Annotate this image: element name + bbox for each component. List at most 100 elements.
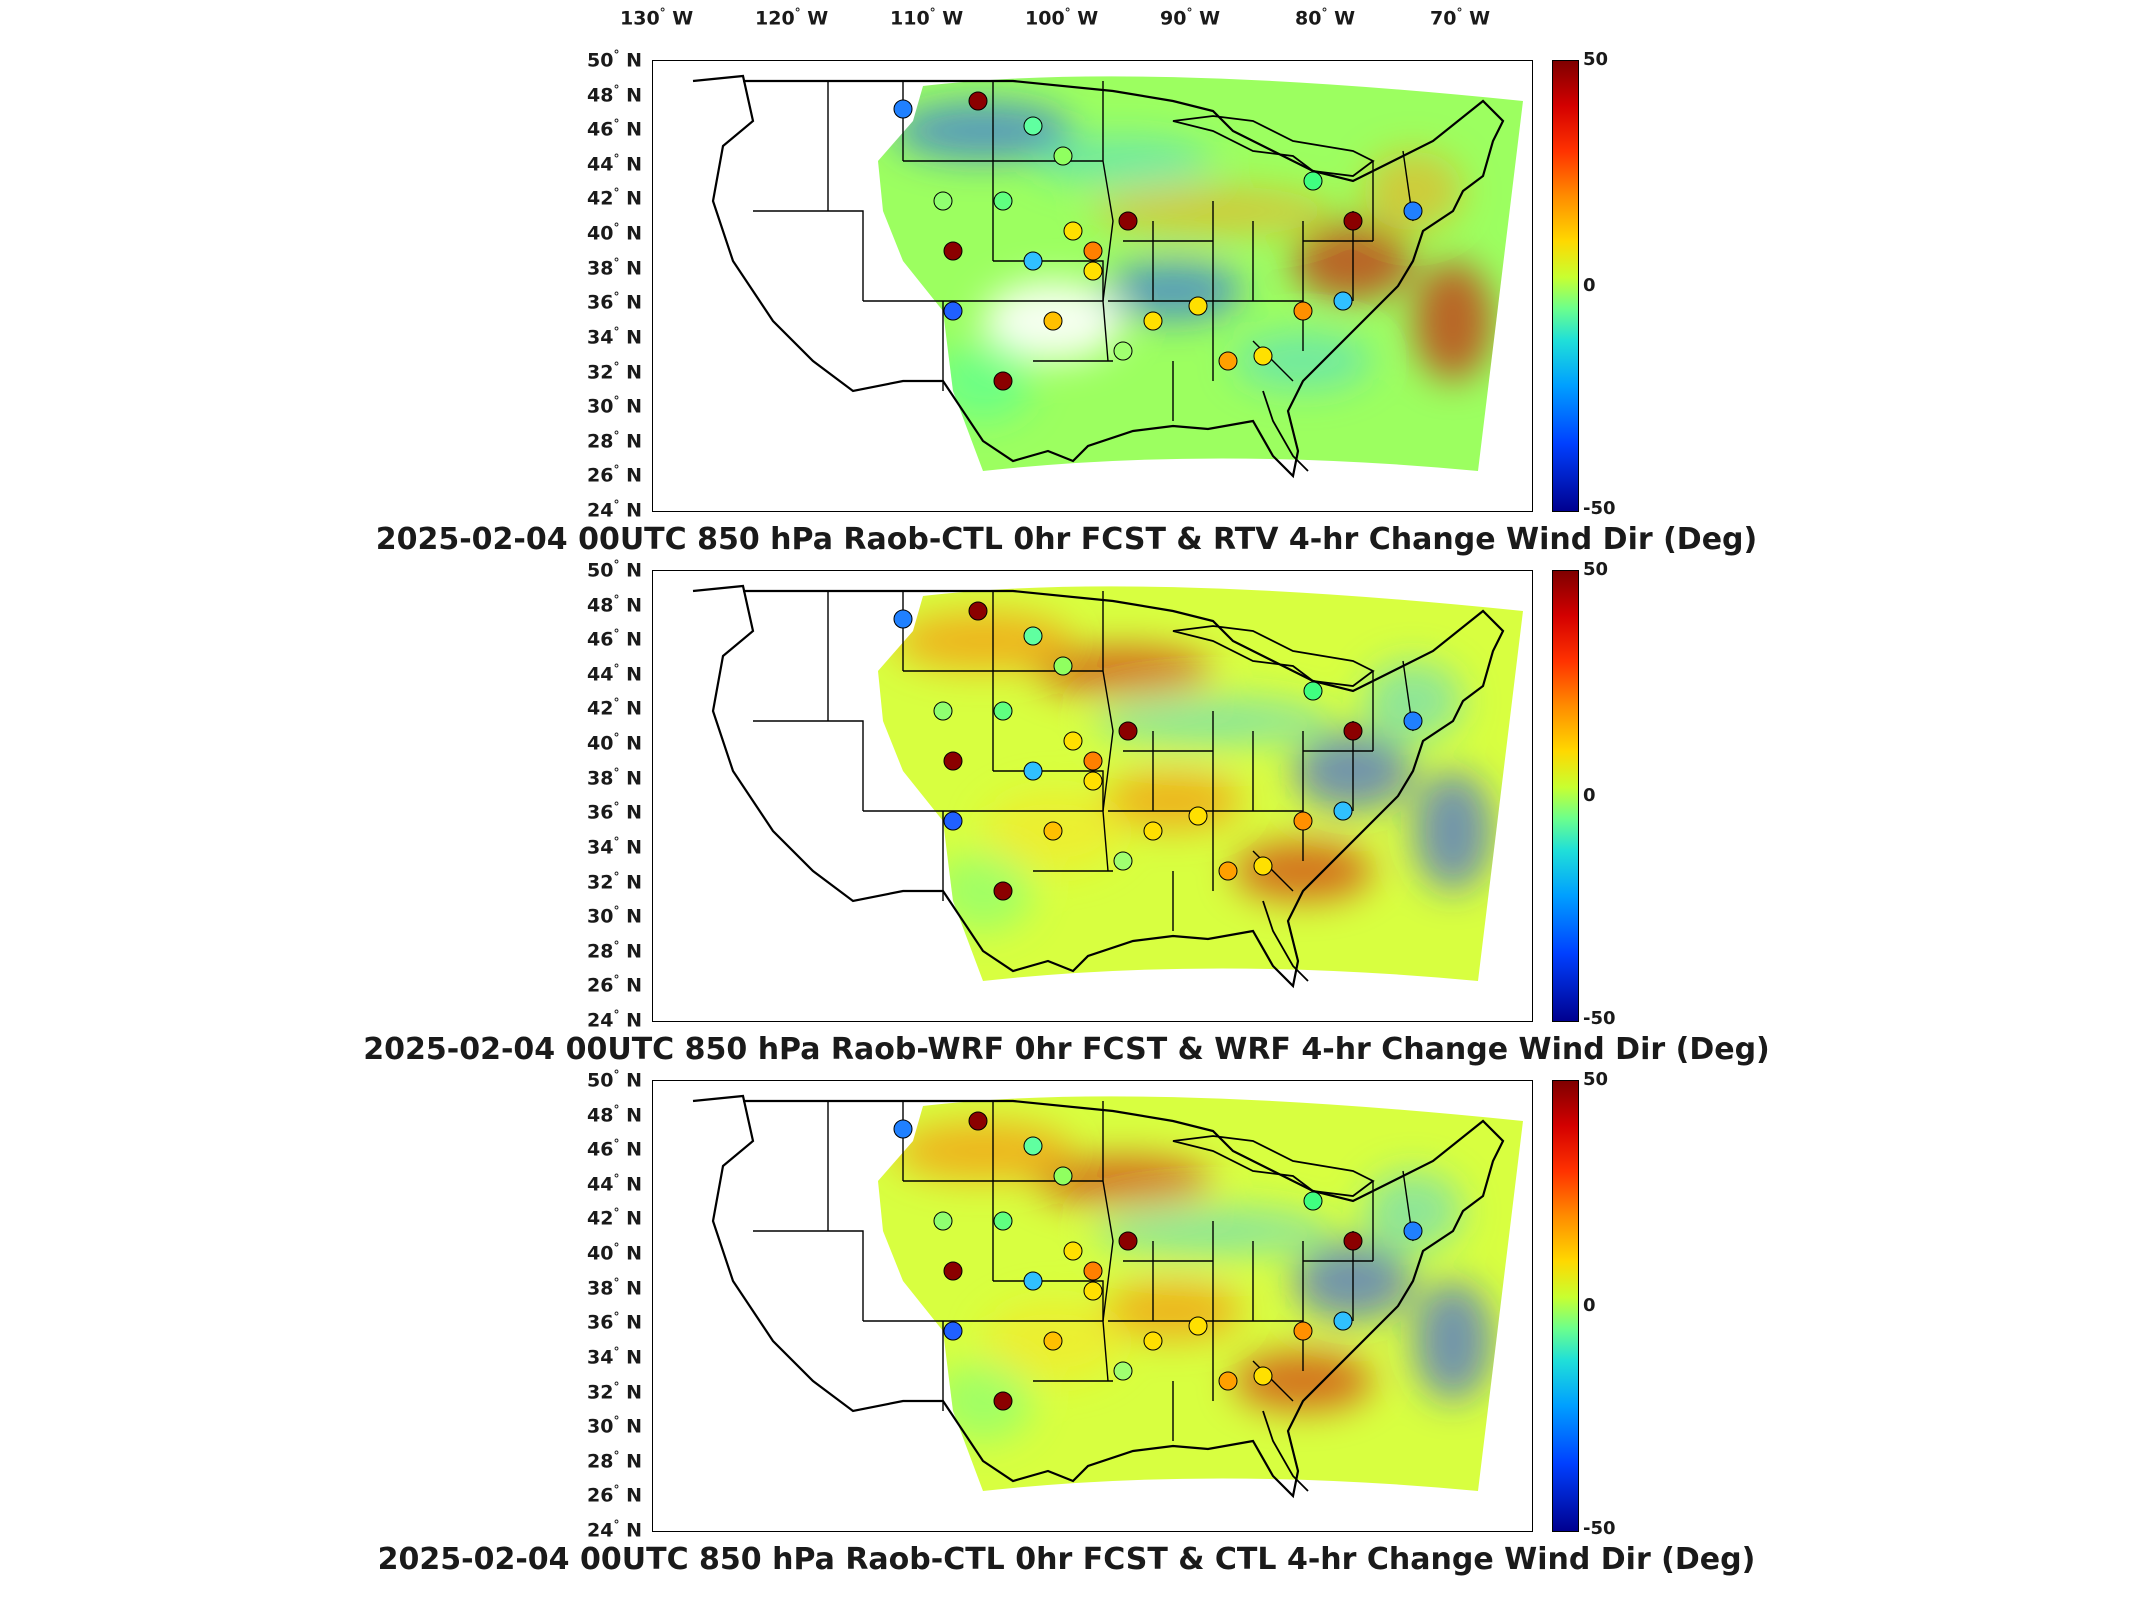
- great-lakes: [1172, 1135, 1375, 1197]
- longitude-label: 120° W: [755, 6, 829, 30]
- colorbar: [1552, 570, 1579, 1022]
- raob-station: [1218, 861, 1238, 881]
- colorbar-max-label: 50: [1583, 559, 1609, 580]
- raob-station: [933, 191, 953, 211]
- raob-station: [1403, 1221, 1423, 1241]
- latitude-label: 36° N: [587, 800, 642, 824]
- raob-station: [1253, 346, 1273, 366]
- longitude-label: 90° W: [1160, 6, 1221, 30]
- raob-station: [1303, 681, 1323, 701]
- latitude-label: 40° N: [587, 1241, 642, 1265]
- latitude-label: 34° N: [587, 834, 642, 859]
- field-blob: [1363, 1171, 1463, 1251]
- field-blob: [1413, 1281, 1493, 1401]
- raob-station: [943, 751, 963, 771]
- raob-station: [1118, 1231, 1138, 1251]
- raob-station: [1343, 1231, 1363, 1251]
- field-blob: [1033, 646, 1213, 696]
- raob-station: [1343, 211, 1363, 231]
- raob-station: [993, 191, 1013, 211]
- raob-station: [943, 811, 963, 831]
- raob-station: [893, 99, 913, 119]
- latitude-label: 34° N: [587, 324, 642, 349]
- raob-station: [1253, 856, 1273, 876]
- latitude-label: 44° N: [587, 661, 642, 686]
- latitude-label: 44° N: [587, 1171, 642, 1196]
- colorbar: [1552, 1080, 1579, 1532]
- field-blob: [1033, 136, 1213, 186]
- raob-station: [993, 1391, 1013, 1411]
- latitude-label: 24° N: [587, 1008, 642, 1032]
- latitude-label: 46° N: [587, 1137, 642, 1161]
- state-boundary: [943, 300, 1109, 362]
- colorbar-max-label: 50: [1583, 1069, 1609, 1090]
- raob-station: [993, 371, 1013, 391]
- raob-station: [1293, 301, 1313, 321]
- map-svg: [692, 74, 1523, 479]
- latitude-label: 28° N: [587, 1448, 642, 1473]
- latitude-label: 36° N: [587, 290, 642, 314]
- raob-station: [1043, 821, 1063, 841]
- field-blob: [933, 341, 1033, 421]
- field-blob: [1363, 151, 1463, 231]
- latitude-label: 42° N: [587, 1206, 642, 1230]
- raob-station: [1023, 1136, 1043, 1156]
- state-boundary: [753, 720, 864, 811]
- latitude-label: 38° N: [587, 1275, 642, 1300]
- raob-station: [1188, 806, 1208, 826]
- great-lakes: [1172, 625, 1375, 687]
- colorbar-mid-label: 0: [1583, 1295, 1596, 1316]
- raob-station: [1333, 1311, 1353, 1331]
- state-boundary: [753, 1230, 864, 1321]
- latitude-label: 26° N: [587, 463, 642, 487]
- panel-title: 2025-02-04 00UTC 850 hPa Raob-WRF 0hr FC…: [363, 1032, 1770, 1067]
- latitude-label: 36° N: [587, 1310, 642, 1334]
- raob-station: [1063, 1241, 1083, 1261]
- latitude-label: 40° N: [587, 731, 642, 755]
- latitude-label: 32° N: [587, 1379, 642, 1403]
- florida-coast: [1262, 390, 1309, 472]
- field-blob: [1103, 771, 1243, 831]
- raob-station: [1218, 351, 1238, 371]
- raob-station: [1303, 171, 1323, 191]
- raob-station: [1253, 1366, 1273, 1386]
- colorbar-min-label: -50: [1583, 1518, 1616, 1539]
- raob-station: [1083, 771, 1103, 791]
- florida-coast: [1262, 900, 1309, 982]
- raob-station: [968, 601, 988, 621]
- raob-station: [1218, 1371, 1238, 1391]
- great-lakes: [1172, 115, 1375, 177]
- raob-station: [1053, 656, 1073, 676]
- raob-station: [1063, 731, 1083, 751]
- field-blob: [1413, 261, 1493, 381]
- latitude-label: 42° N: [587, 696, 642, 720]
- longitude-label: 70° W: [1430, 6, 1491, 30]
- latitude-label: 50° N: [587, 1068, 642, 1092]
- colorbar-mid-label: 0: [1583, 275, 1596, 296]
- longitude-label: 130° W: [620, 6, 694, 30]
- colorbar-min-label: -50: [1583, 498, 1616, 519]
- colorbar-min-label: -50: [1583, 1008, 1616, 1029]
- latitude-label: 46° N: [587, 627, 642, 651]
- wind-field: [878, 586, 1523, 982]
- latitude-label: 24° N: [587, 1518, 642, 1542]
- state-boundary: [1102, 81, 1114, 302]
- latitude-label: 44° N: [587, 151, 642, 176]
- latitude-label: 42° N: [587, 186, 642, 210]
- map-area: [652, 1080, 1533, 1532]
- state-boundary: [943, 1320, 1109, 1382]
- raob-station: [893, 1119, 913, 1139]
- raob-station: [993, 1211, 1013, 1231]
- raob-station: [933, 1211, 953, 1231]
- map-area: [652, 570, 1533, 1022]
- latitude-label: 28° N: [587, 428, 642, 453]
- latitude-label: 38° N: [587, 765, 642, 790]
- latitude-label: 24° N: [587, 498, 642, 522]
- raob-station: [1343, 721, 1363, 741]
- raob-station: [1083, 1261, 1103, 1281]
- field-blob: [1033, 1156, 1213, 1206]
- latitude-label: 40° N: [587, 221, 642, 245]
- field-blob: [933, 851, 1033, 931]
- raob-station: [943, 241, 963, 261]
- latitude-label: 48° N: [587, 592, 642, 616]
